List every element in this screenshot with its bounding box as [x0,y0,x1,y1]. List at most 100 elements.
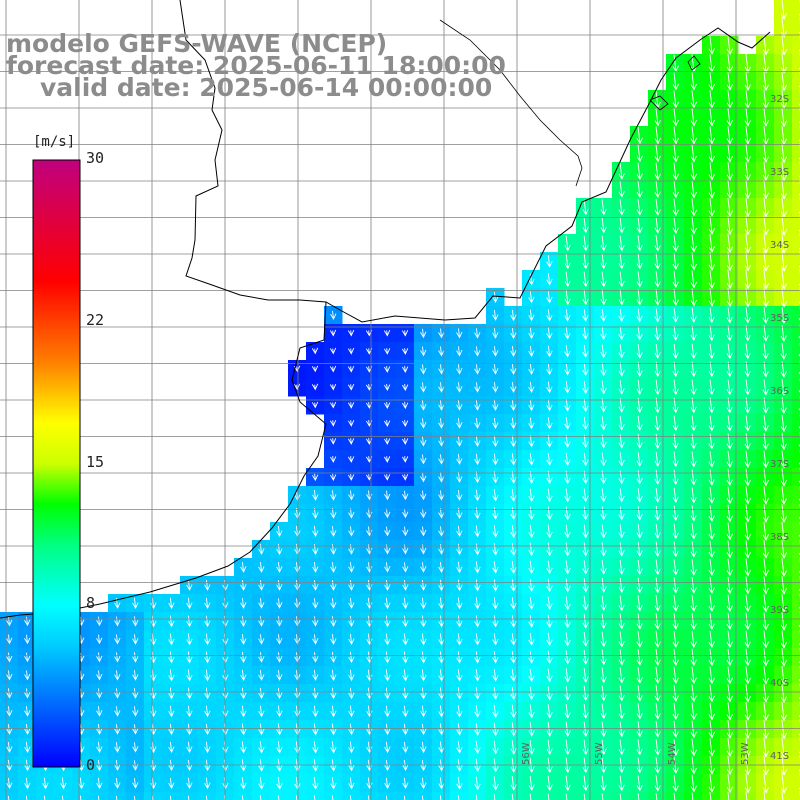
field-cell [522,792,541,800]
wind-arrow [492,651,499,664]
field-cell [378,792,397,800]
wind-arrow [240,562,247,573]
latitude-label: 32S [770,94,790,105]
wind-arrow [295,795,298,800]
wind-arrow [564,235,571,252]
field-cell [306,792,325,800]
wind-arrow [726,251,733,272]
wind-arrow [762,343,769,360]
wind-arrow [474,669,481,682]
wind-arrow [186,687,193,700]
wind-arrow [636,235,643,252]
wind-arrow [528,651,535,664]
latitude-label: 36S [770,386,790,397]
wind-arrow [690,738,697,757]
wind-arrow [600,667,607,684]
wind-arrow [762,504,769,523]
wind-arrow [474,364,481,375]
wind-arrow [636,326,643,341]
wind-arrow [654,739,661,756]
wind-arrow [311,401,319,409]
wind-arrow [348,705,355,718]
wind-arrow [384,526,391,537]
wind-arrow [383,365,391,373]
wind-arrow [564,542,571,557]
wind-arrow [402,741,409,754]
wind-arrow [276,741,283,754]
wind-arrow [618,253,625,270]
wind-arrow [492,615,499,628]
wind-arrow [492,740,499,755]
field-cell [756,792,775,800]
field-cell [792,216,800,235]
wind-arrow [276,580,283,591]
wind-arrow [383,438,391,445]
field-cell [108,792,127,800]
wind-arrow [384,705,391,718]
wind-arrow [6,688,13,699]
wind-arrow [258,616,265,627]
wind-arrow [169,795,172,800]
wind-arrow [24,706,31,717]
wind-arrow [618,506,625,521]
wind-arrow [744,540,751,559]
wind-arrow [618,235,625,252]
wind-arrow [24,616,31,627]
wind-arrow [690,252,697,271]
wind-arrow [420,562,427,573]
wind-arrow [474,346,481,357]
field-cell [144,792,163,800]
wind-arrow [582,506,589,521]
wind-arrow [258,705,265,718]
wind-arrow [492,704,499,719]
wind-arrow [528,686,535,701]
wind-arrow [420,597,427,610]
wind-arrow [401,474,409,481]
wind-arrow [600,289,607,306]
wind-arrow [582,649,589,665]
wind-arrow [672,666,679,685]
wind-arrow [582,362,589,377]
field-cell [792,54,800,73]
wind-arrow [546,668,553,683]
wind-arrow [762,701,769,722]
field-cell [792,702,800,721]
wind-arrow [744,361,751,378]
wind-arrow [582,488,589,503]
wind-arrow [744,126,751,145]
wind-arrow [402,669,409,682]
wind-arrow [564,704,571,719]
wind-arrow [330,741,337,754]
wind-arrow [492,525,499,538]
wind-arrow [690,270,697,289]
longitude-label: 53W [740,742,751,765]
field-cell [450,792,469,800]
field-cell [792,558,800,577]
field-cell [36,792,55,800]
field-cell [792,774,800,793]
wind-arrow [474,489,481,502]
wind-arrow [600,235,607,252]
wind-arrow [780,379,787,396]
wind-arrow [582,398,589,413]
wind-arrow [780,324,787,342]
wind-arrow [456,328,463,339]
wind-arrow [726,666,733,685]
longitude-label: 56W [521,742,532,765]
wind-arrow [744,719,751,740]
wind-arrow [347,347,355,355]
wind-arrow [420,669,427,682]
wind-arrow [383,419,391,427]
wind-arrow [312,741,319,754]
wind-arrow [420,436,427,447]
wind-arrow [600,685,607,702]
wind-arrow [672,577,679,594]
wind-arrow [654,595,661,612]
field-cell [594,792,613,800]
wind-arrow [330,705,337,718]
wind-arrow [258,687,265,700]
wind-arrow [780,107,787,128]
wind-arrow [420,454,427,465]
wind-arrow [347,473,355,481]
wind-arrow [348,669,355,682]
